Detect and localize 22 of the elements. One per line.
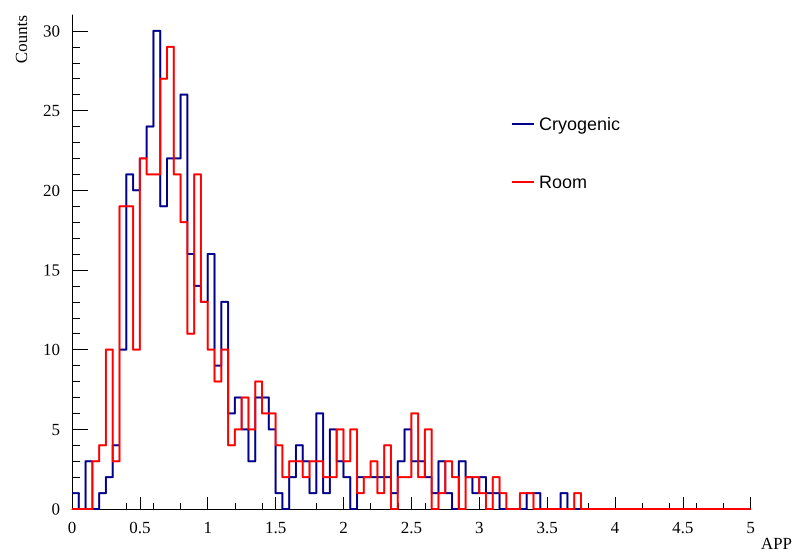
y-axis-title: Counts [12, 15, 31, 64]
legend-label: Cryogenic [538, 114, 620, 134]
y-tick-label: 5 [52, 420, 60, 439]
x-tick-label: 1.5 [264, 518, 286, 537]
y-tick-label: 15 [43, 260, 60, 280]
y-tick-label: 10 [43, 340, 60, 360]
x-tick-label: 2.5 [400, 518, 422, 537]
x-tick-label: 4 [610, 518, 620, 537]
x-tick-label: 0.5 [129, 518, 150, 537]
y-tick-label: 0 [52, 500, 60, 518]
y-tick-label: 20 [43, 180, 60, 200]
x-tick-label: 3.5 [536, 518, 558, 537]
legend-label: Room [538, 172, 587, 192]
x-axis-title: APP [760, 534, 792, 553]
y-tick-label: 30 [43, 21, 60, 40]
x-tick-label: 0 [68, 518, 76, 537]
y-tick-label: 25 [43, 101, 60, 120]
x-tick-label: 1 [203, 518, 212, 537]
x-tick-label: 4.5 [672, 518, 694, 537]
x-tick-label: 2 [339, 518, 348, 537]
x-tick-label: 5 [746, 518, 755, 537]
x-tick-label: 3 [474, 518, 484, 537]
